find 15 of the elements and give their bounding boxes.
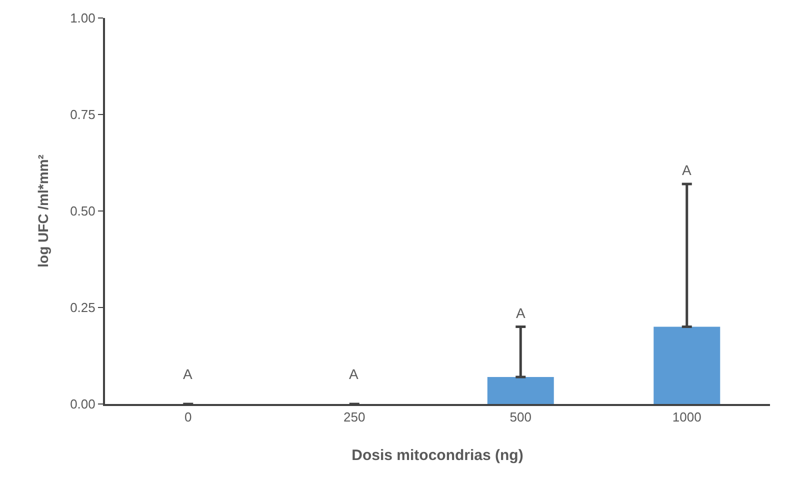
y-tick-label: 0.00 <box>70 396 96 412</box>
y-tick-label: 1.00 <box>70 10 96 26</box>
annotation: A <box>682 162 692 178</box>
x-tick-label: 0 <box>184 410 192 425</box>
y-tick-label: 0.50 <box>70 204 96 219</box>
annotation: A <box>516 305 526 321</box>
annotation: A <box>349 366 359 382</box>
annotation: A <box>183 366 193 382</box>
y-tick-label: 0.75 <box>70 107 96 122</box>
y-tick-label: 0.25 <box>70 300 96 316</box>
x-tick-label: 1000 <box>672 410 702 425</box>
x-tick-label: 500 <box>510 410 532 425</box>
x-tick-label: 250 <box>344 410 366 425</box>
y-axis-title: log UFC /ml*mm² <box>35 154 52 268</box>
x-axis-title: Dosis mitocondrias (ng) <box>352 447 524 464</box>
